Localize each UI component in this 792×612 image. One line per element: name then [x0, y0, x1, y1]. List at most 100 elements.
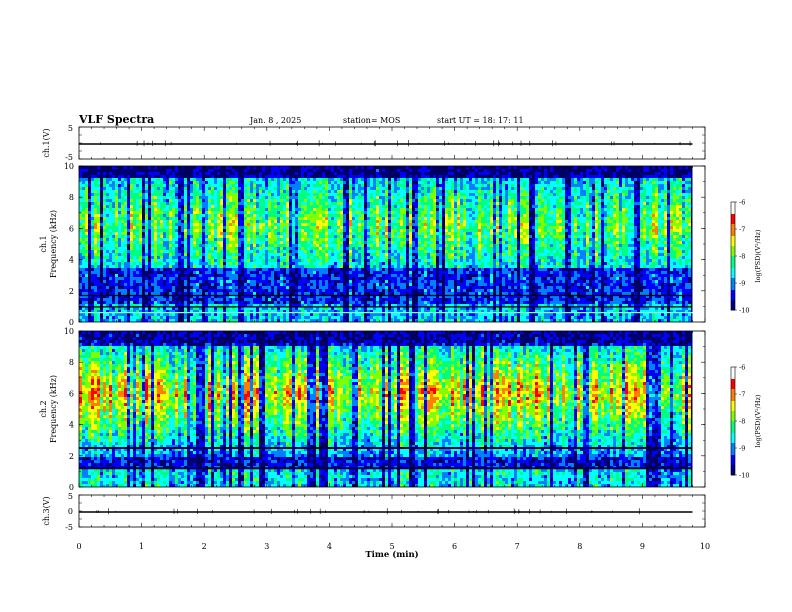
spectrogram-cell	[232, 187, 235, 190]
spectrogram-cell	[193, 214, 196, 217]
spectrogram-cell	[97, 259, 100, 262]
spectrogram-cell	[121, 214, 124, 217]
spectrogram-cell	[202, 196, 205, 199]
spectrogram-cell	[220, 307, 223, 310]
spectrogram-cell	[178, 181, 181, 184]
spectrogram-cell	[88, 232, 91, 235]
spectrogram-cell	[379, 196, 382, 199]
spectrogram-cell	[310, 166, 313, 169]
spectrogram-cell	[334, 247, 337, 250]
spectrogram-cell	[187, 268, 190, 271]
spectrogram-cell	[271, 313, 274, 316]
spectrogram-cell	[379, 319, 382, 322]
spectrogram-cell	[352, 259, 355, 262]
spectrogram-cell	[376, 292, 379, 295]
spectrogram-cell	[265, 241, 268, 244]
spectrogram-cell	[142, 190, 145, 193]
spectrogram-cell	[199, 259, 202, 262]
spectrogram-cell	[376, 184, 379, 187]
spectrogram-cell	[343, 253, 346, 256]
spectrogram-cell	[103, 244, 106, 247]
spectrogram-cell	[259, 319, 262, 322]
spectrogram-cell	[304, 295, 307, 298]
spectrogram-cell	[349, 223, 352, 226]
spectrogram-cell	[286, 208, 289, 211]
spectrogram-cell	[331, 166, 334, 169]
spectrogram-cell	[220, 184, 223, 187]
spectrogram-cell	[220, 202, 223, 205]
spectrogram-cell	[145, 247, 148, 250]
spectrogram-cell	[190, 232, 193, 235]
spectrogram-cell	[214, 238, 217, 241]
spectrogram-cell	[205, 208, 208, 211]
spectrogram-cell	[160, 187, 163, 190]
spectrogram-cell	[223, 193, 226, 196]
spectrogram-cell	[322, 223, 325, 226]
spectrogram-cell	[244, 253, 247, 256]
spectrogram-cell	[295, 199, 298, 202]
spectrogram-cell	[109, 238, 112, 241]
spectrogram-cell	[223, 196, 226, 199]
spectrogram-cell	[316, 238, 319, 241]
spectrogram-cell	[322, 310, 325, 313]
spectrogram-cell	[106, 301, 109, 304]
spectrogram-cell	[304, 220, 307, 223]
spectrogram-cell	[121, 301, 124, 304]
spectrogram-cell	[265, 217, 268, 220]
spectrogram-cell	[268, 214, 271, 217]
spectrogram-cell	[325, 280, 328, 283]
spectrogram-cell	[109, 244, 112, 247]
spectrogram-cell	[352, 232, 355, 235]
spectrogram-cell	[118, 187, 121, 190]
spectrogram-cell	[199, 307, 202, 310]
spectrogram-cell	[301, 244, 304, 247]
spectrogram-cell	[136, 262, 139, 265]
spectrogram-cell	[130, 316, 133, 319]
spectrogram-cell	[208, 277, 211, 280]
spectrogram-cell	[193, 229, 196, 232]
spectrogram-cell	[223, 253, 226, 256]
spectrogram-cell	[166, 208, 169, 211]
spectrogram-cell	[340, 259, 343, 262]
spectrogram-cell	[196, 277, 199, 280]
spectrogram-cell	[127, 226, 130, 229]
spectrogram-cell	[220, 250, 223, 253]
spectrogram-cell	[100, 319, 103, 322]
spectrogram-cell	[127, 178, 130, 181]
spectrogram-cell	[85, 235, 88, 238]
spectrogram-cell	[103, 280, 106, 283]
spectrogram-cell	[175, 220, 178, 223]
spectrogram-cell	[172, 175, 175, 178]
spectrogram-cell	[244, 196, 247, 199]
spectrogram-cell	[88, 217, 91, 220]
spectrogram-cell	[391, 190, 394, 193]
spectrogram-cell	[346, 283, 349, 286]
spectrogram-cell	[388, 277, 391, 280]
spectrogram-cell	[208, 298, 211, 301]
spectrogram-cell	[265, 307, 268, 310]
spectrogram-cell	[331, 211, 334, 214]
spectrogram-cell	[241, 214, 244, 217]
spectrogram-cell	[298, 262, 301, 265]
spectrogram-cell	[157, 184, 160, 187]
spectrogram-cell	[244, 319, 247, 322]
spectrogram-cell	[334, 241, 337, 244]
spectrogram-cell	[340, 247, 343, 250]
spectrogram-cell	[136, 313, 139, 316]
spectrogram-cell	[130, 190, 133, 193]
spectrogram-cell	[139, 271, 142, 274]
spectrogram-cell	[103, 247, 106, 250]
spectrogram-cell	[274, 277, 277, 280]
spectrogram-cell	[154, 202, 157, 205]
spectrogram-cell	[349, 316, 352, 319]
spectrogram-cell	[112, 241, 115, 244]
spectrogram-cell	[148, 232, 151, 235]
spectrogram-cell	[157, 307, 160, 310]
spectrogram-cell	[313, 304, 316, 307]
spectrogram-cell	[301, 316, 304, 319]
spectrogram-cell	[313, 190, 316, 193]
spectrogram-cell	[199, 238, 202, 241]
spectrogram-cell	[307, 298, 310, 301]
spectrogram-cell	[232, 169, 235, 172]
spectrogram-cell	[169, 271, 172, 274]
